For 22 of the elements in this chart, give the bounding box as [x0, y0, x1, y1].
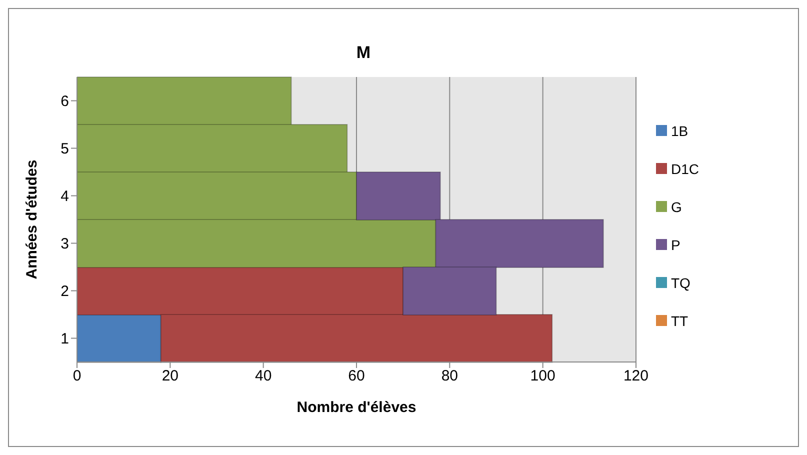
x-tick-label: 100 — [530, 368, 556, 385]
legend-label: 1B — [670, 122, 688, 138]
legend-label: G — [670, 198, 682, 214]
y-tick-label: 5 — [60, 140, 69, 158]
legend-label: TT — [670, 312, 688, 328]
x-tick-label: 60 — [348, 368, 365, 385]
y-tick-label: 1 — [60, 330, 69, 348]
y-tick-label: 4 — [60, 188, 69, 206]
x-tick-label: 120 — [623, 368, 648, 385]
x-tick-label: 80 — [441, 368, 458, 385]
x-axis-title: Nombre d'élèves — [296, 399, 416, 416]
y-tick-label: 2 — [60, 283, 69, 300]
y-axis-title: Années d'études — [23, 160, 40, 280]
chart-title: M — [355, 43, 372, 63]
y-tick-label: 6 — [60, 93, 69, 110]
x-tick-label: 40 — [254, 368, 272, 385]
legend-label: TQ — [670, 274, 690, 290]
legend-label: P — [670, 236, 680, 252]
legend-label: D1C — [670, 160, 699, 176]
x-tick-label: 0 — [72, 368, 82, 385]
x-tick-label: 20 — [162, 368, 179, 385]
y-tick-label: 3 — [60, 236, 69, 253]
